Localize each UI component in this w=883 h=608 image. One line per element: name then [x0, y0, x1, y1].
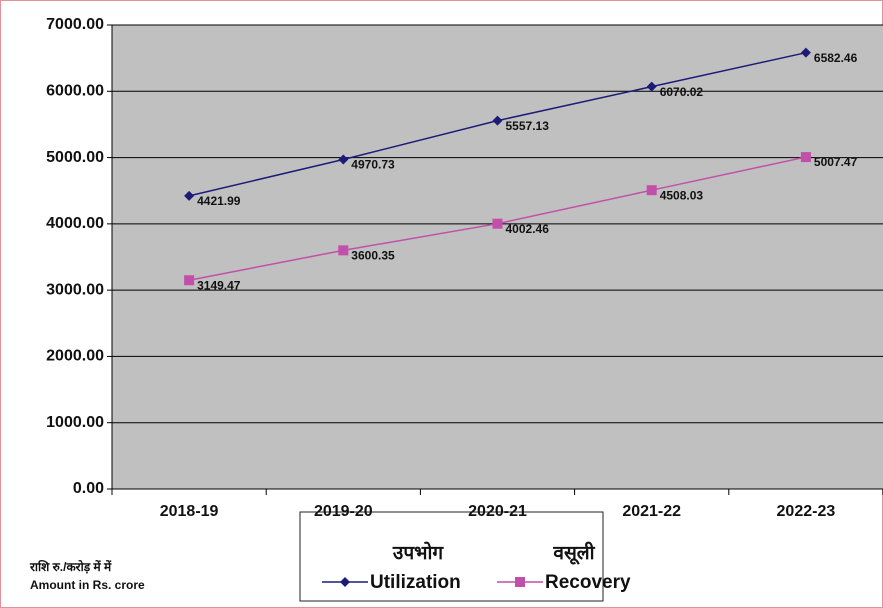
data-label: 3600.35: [351, 249, 395, 263]
data-label: 4421.99: [197, 194, 241, 208]
data-label: 6070.02: [660, 85, 704, 99]
y-tick-label: 7000.00: [46, 16, 104, 33]
note: राशि रु./करोड़ में में: [29, 560, 112, 574]
y-tick-label: 3000.00: [46, 281, 104, 298]
data-point: [800, 47, 811, 58]
y-tick-label: 1000.00: [46, 414, 104, 431]
plot-area: [112, 25, 883, 489]
legend-title: वसूली: [552, 541, 595, 565]
y-tick-label: 4000.00: [46, 215, 104, 232]
data-point: [646, 185, 657, 196]
legend-label: Recovery: [545, 572, 631, 593]
data-label: 5007.47: [814, 155, 858, 169]
y-tick-label: 6000.00: [46, 83, 104, 100]
data-point: [184, 275, 195, 286]
legend-title: उपभोग: [392, 541, 444, 564]
note: Amount in Rs. crore: [30, 578, 145, 592]
x-tick-label: 2018-19: [160, 503, 219, 520]
legend-label: Utilization: [370, 572, 461, 593]
x-tick-label: 2021-22: [622, 503, 681, 520]
legend-box: [299, 511, 604, 602]
data-label: 6582.46: [814, 51, 858, 65]
x-tick-label: 2019-20: [314, 503, 373, 520]
data-label: 5557.13: [506, 119, 550, 133]
data-label: 4508.03: [660, 188, 704, 202]
data-label: 4970.73: [351, 158, 395, 172]
y-tick-label: 5000.00: [46, 149, 104, 166]
x-tick-label: 2020-21: [468, 503, 527, 520]
data-point: [338, 154, 349, 165]
data-point: [184, 190, 195, 201]
y-tick-label: 0.00: [73, 480, 104, 497]
data-point: [492, 218, 503, 229]
y-tick-label: 2000.00: [46, 348, 104, 365]
x-tick-label: 2022-23: [777, 503, 836, 520]
data-point: [646, 81, 657, 92]
legend-marker: [515, 577, 525, 587]
data-point: [800, 152, 811, 163]
legend-marker: [340, 577, 350, 587]
data-point: [492, 115, 503, 126]
data-label: 4002.46: [506, 222, 550, 236]
data-point: [338, 245, 349, 256]
data-label: 3149.47: [197, 278, 241, 292]
